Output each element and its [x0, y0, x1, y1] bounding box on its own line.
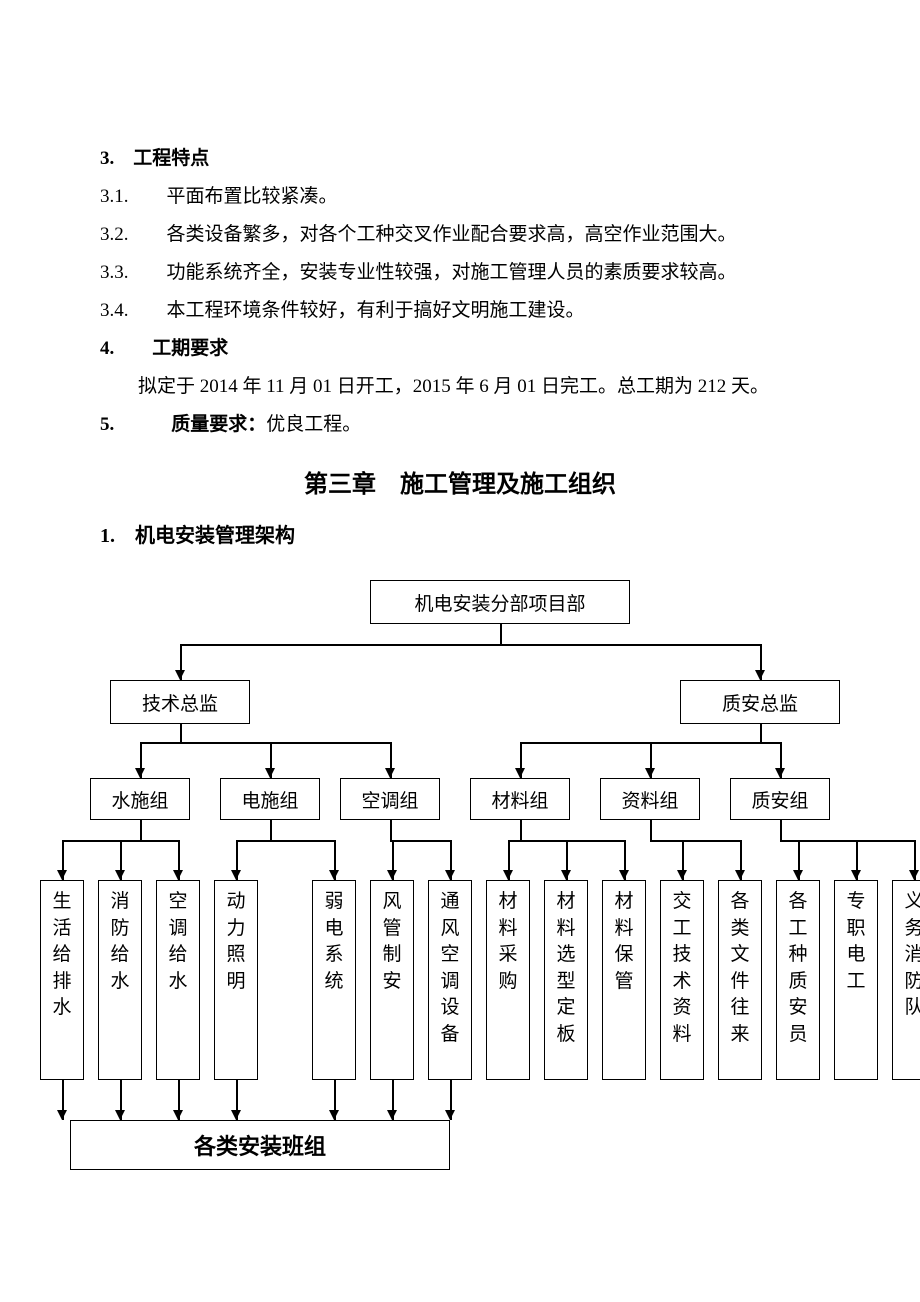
org-leaf-13: 专职电工: [834, 880, 878, 1080]
org-leaf-0: 生活给排水: [40, 880, 84, 1080]
org-chart: 机电安装分部项目部技术总监 质安总监水施组电施组空调组材料组资料组质安组生活给排水…: [40, 580, 890, 1180]
org-leaf-10: 交工技术资料: [660, 880, 704, 1080]
org-leaf-6: 通风空调设备: [428, 880, 472, 1080]
org-l3-2: 空调组: [340, 778, 440, 820]
org-l3-4: 资料组: [600, 778, 700, 820]
org-root: 机电安装分部项目部: [370, 580, 630, 624]
section-4-body: 拟定于 2014 年 11 月 01 日开工，2015 年 6 月 01 日完工…: [100, 368, 820, 406]
org-leaf-4: 弱电系统: [312, 880, 356, 1080]
org-l2-1: 质安总监: [680, 680, 840, 724]
org-leaf-3: 动力照明: [214, 880, 258, 1080]
org-leaf-11: 各类文件往来: [718, 880, 762, 1080]
org-l3-3: 材料组: [470, 778, 570, 820]
section-3-title: 3. 工程特点: [100, 140, 820, 178]
org-l3-1: 电施组: [220, 778, 320, 820]
section-3-1: 3.1. 平面布置比较紧凑。: [100, 178, 820, 216]
section-5: 5. 质量要求：优良工程。: [100, 406, 820, 444]
section-4-title: 4. 工期要求: [100, 330, 820, 368]
org-leaf-8: 材料选型定板: [544, 880, 588, 1080]
org-l3-0: 水施组: [90, 778, 190, 820]
section-3-2: 3.2. 各类设备繁多，对各个工种交叉作业配合要求高，高空作业范围大。: [100, 216, 820, 254]
org-leaf-14: 义务消防队: [892, 880, 920, 1080]
org-leaf-1: 消防给水: [98, 880, 142, 1080]
org-leaf-12: 各工种质安员: [776, 880, 820, 1080]
org-leaf-2: 空调给水: [156, 880, 200, 1080]
chapter-title: 第三章 施工管理及施工组织: [100, 464, 820, 499]
section-3-4: 3.4. 本工程环境条件较好，有利于搞好文明施工建设。: [100, 292, 820, 330]
org-bottom: 各类安装班组: [70, 1120, 450, 1170]
org-l3-5: 质安组: [730, 778, 830, 820]
org-leaf-7: 材料采购: [486, 880, 530, 1080]
section-3-3: 3.3. 功能系统齐全，安装专业性较强，对施工管理人员的素质要求较高。: [100, 254, 820, 292]
section-1-title: 1. 机电安装管理架构: [100, 519, 820, 548]
org-leaf-9: 材料保管: [602, 880, 646, 1080]
section-5-body: 优良工程。: [266, 414, 361, 435]
org-l2-0: 技术总监: [110, 680, 250, 724]
section-5-prefix: 5. 质量要求：: [100, 414, 266, 435]
org-leaf-5: 风管制安: [370, 880, 414, 1080]
